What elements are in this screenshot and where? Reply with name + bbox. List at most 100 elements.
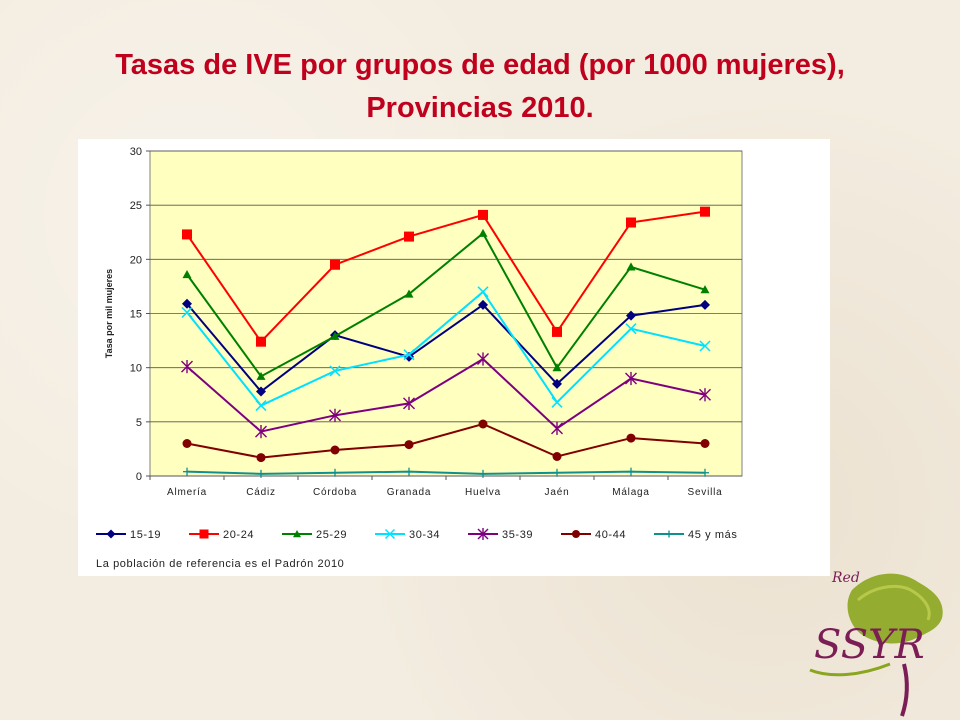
- series-line-15-19: [186, 303, 706, 393]
- legend-label: 15-19: [130, 529, 161, 541]
- data-point: [552, 363, 562, 372]
- data-point: [477, 286, 489, 298]
- data-point: [182, 439, 192, 448]
- data-point: [572, 530, 580, 538]
- data-point: [329, 365, 341, 377]
- data-point: [256, 453, 266, 463]
- data-point: [700, 299, 710, 310]
- series-line-45-y-más: [186, 470, 706, 475]
- data-point: [478, 419, 488, 429]
- logo-text-red: Red: [831, 570, 860, 586]
- data-point: [626, 310, 636, 321]
- series-line-20-24: [186, 210, 706, 344]
- data-point: [627, 467, 635, 476]
- data-point: [552, 326, 562, 337]
- x-tick-label: Córdoba: [313, 487, 357, 498]
- data-point: [403, 396, 415, 411]
- data-point: [106, 529, 116, 539]
- data-point: [403, 349, 415, 361]
- y-tick-label: 25: [130, 200, 142, 212]
- data-point: [181, 306, 193, 318]
- data-point: [699, 388, 711, 402]
- data-point: [256, 336, 266, 347]
- series-line-25-29: [186, 231, 706, 378]
- x-tick-label: Cádiz: [246, 487, 276, 498]
- data-point: [404, 231, 414, 242]
- legend-label: 45 y más: [688, 529, 737, 541]
- data-point: [255, 400, 267, 412]
- slide-title-line2: Provincias 2010.: [366, 92, 594, 124]
- data-point: [199, 529, 209, 539]
- data-point: [293, 530, 301, 538]
- data-point: [700, 439, 710, 448]
- data-point: [256, 386, 266, 397]
- data-point: [255, 424, 267, 439]
- data-point: [183, 467, 191, 476]
- legend-label: 30-34: [409, 529, 440, 541]
- series-line-35-39: [186, 357, 706, 433]
- data-point: [404, 440, 414, 450]
- data-point: [626, 433, 636, 443]
- x-tick-label: Huelva: [465, 487, 501, 498]
- red-ssyr-logo: Red SSYR: [809, 570, 943, 717]
- x-tick-label: Málaga: [612, 487, 650, 498]
- x-tick-label: Jaén: [545, 487, 570, 498]
- y-tick-label: 20: [130, 254, 142, 266]
- data-point: [182, 229, 192, 240]
- data-point: [182, 298, 192, 309]
- logo-text-main: SSYR: [814, 622, 925, 668]
- legend-label: 40-44: [595, 529, 626, 541]
- data-point: [552, 378, 562, 389]
- data-point: [330, 331, 340, 340]
- y-tick-label: 5: [136, 417, 142, 429]
- logo-map-detail: [857, 585, 931, 621]
- data-point: [625, 371, 637, 386]
- logo-swoosh: [809, 662, 891, 677]
- data-point: [331, 468, 339, 477]
- data-point: [477, 352, 489, 366]
- data-point: [701, 468, 709, 477]
- data-point: [479, 469, 487, 478]
- data-point: [699, 340, 711, 352]
- line-chart: 0 5 10 15 20 25 30 Almería Cádiz Córdoba Granada Hu…: [96, 146, 743, 541]
- data-point: [404, 351, 414, 362]
- y-tick-label: 15: [130, 309, 142, 321]
- legend-label: 25-29: [316, 529, 347, 541]
- x-tick-label: Granada: [387, 487, 432, 498]
- series-line-40-44: [186, 422, 706, 459]
- data-point: [405, 467, 413, 476]
- data-point: [182, 270, 192, 279]
- y-axis-label: Tasa por mil mujeres: [104, 269, 114, 358]
- legend-label: 20-24: [223, 529, 254, 541]
- data-point: [551, 396, 563, 408]
- slide-title-line1: Tasas de IVE por grupos de edad (por 100…: [115, 49, 845, 81]
- data-point: [700, 206, 710, 217]
- data-point: [626, 262, 636, 271]
- data-point: [329, 408, 341, 422]
- y-tick-label: 0: [136, 471, 142, 483]
- y-tick-label: 30: [130, 146, 142, 158]
- data-point: [478, 228, 488, 237]
- data-point: [551, 421, 563, 435]
- data-point: [552, 452, 562, 461]
- x-tick-label: Almería: [167, 487, 207, 498]
- data-point: [404, 289, 414, 298]
- data-point: [625, 323, 637, 335]
- x-tick-label: Sevilla: [687, 487, 722, 498]
- data-point: [553, 468, 561, 477]
- data-point: [665, 530, 673, 538]
- data-point: [257, 469, 265, 478]
- data-point: [626, 217, 636, 228]
- data-point: [477, 528, 489, 540]
- data-point: [384, 528, 396, 540]
- chart-panel: 0 5 10 15 20 25 30 Almería Cádiz Córdoba Granada Hu…: [78, 139, 830, 576]
- data-point: [700, 285, 710, 294]
- data-point: [478, 209, 488, 220]
- data-point: [330, 445, 340, 455]
- logo-tail: [900, 663, 909, 717]
- legend-label: 35-39: [502, 529, 533, 541]
- chart-footnote: La población de referencia es el Padrón …: [96, 558, 345, 570]
- data-point: [478, 299, 488, 310]
- data-point: [181, 359, 193, 374]
- data-point: [330, 259, 340, 270]
